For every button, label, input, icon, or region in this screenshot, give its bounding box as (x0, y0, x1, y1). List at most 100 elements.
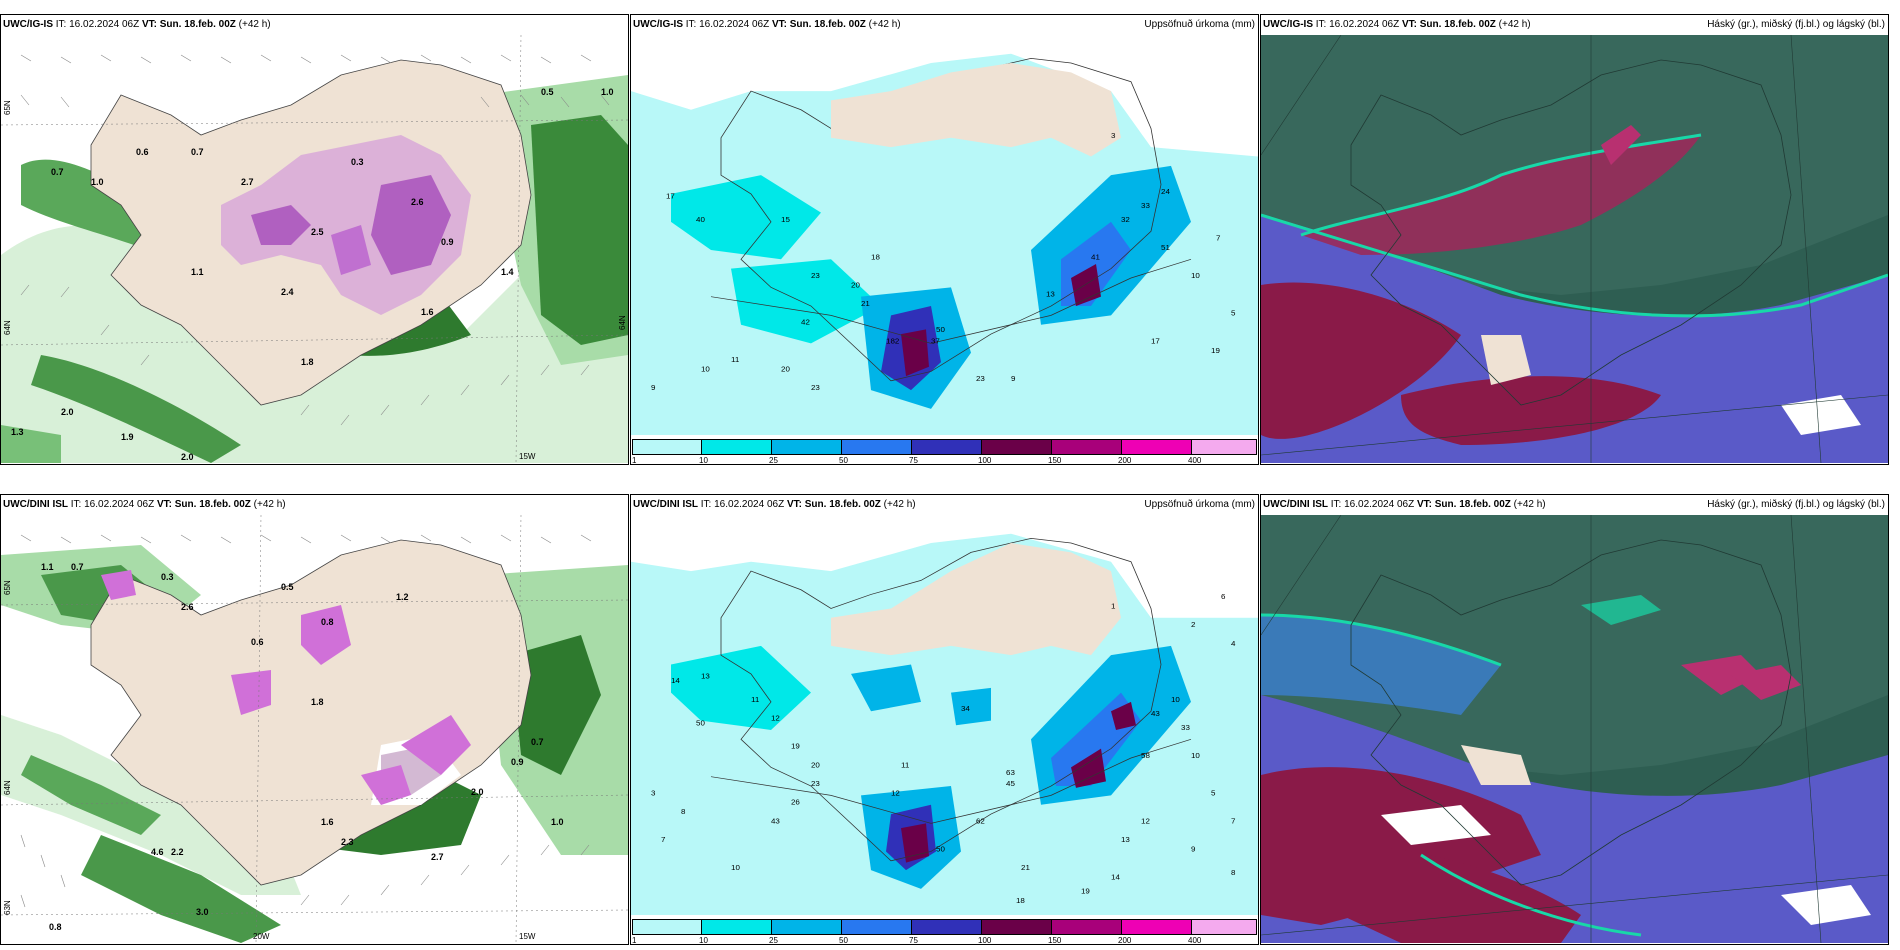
value-label: 23 (976, 374, 985, 383)
value-label: 50 (936, 325, 945, 334)
value-label: 9 (1011, 374, 1015, 383)
lat-label: 65N (3, 580, 12, 595)
value-label: 40 (696, 215, 705, 224)
value-label: 1.1 (191, 267, 204, 277)
value-label: 0.3 (351, 157, 364, 167)
lon-label: 15W (519, 452, 536, 461)
value-label: 6 (1221, 592, 1225, 601)
value-label: 1.4 (501, 267, 514, 277)
value-label: 20 (851, 281, 860, 290)
value-label: 2.7 (241, 177, 254, 187)
accumulated-precip-map: 14 13 11 12 19 50 20 23 26 43 12 11 34 4… (631, 515, 1258, 915)
panel-header: UWC/IG-IS IT: 16.02.2024 06Z VT: Sun. 18… (631, 15, 1258, 35)
lat-label: 64N (618, 315, 627, 330)
value-label: 12 (891, 789, 900, 798)
value-label: 15 (781, 215, 790, 224)
value-label: 32 (1121, 215, 1130, 224)
lon-label: 15W (519, 932, 536, 941)
value-label: 19 (791, 742, 800, 751)
value-label: 17 (1151, 337, 1160, 346)
value-label: 33 (1141, 201, 1150, 210)
value-label: 24 (1161, 187, 1171, 196)
value-label: 21 (1021, 863, 1030, 872)
value-label: 2.7 (431, 852, 444, 862)
value-label: 10 (1191, 271, 1200, 280)
value-label: 23 (811, 779, 820, 788)
value-label: 10 (1191, 751, 1200, 760)
colorbar-swatch (632, 919, 702, 935)
lat-label: 64N (3, 320, 12, 335)
value-label: 1.1 (41, 562, 54, 572)
panel-accum-precip-dini: UWC/DINI ISL IT: 16.02.2024 06Z VT: Sun.… (630, 494, 1259, 945)
value-label: 50 (936, 845, 945, 854)
colorbar-label: 10 (699, 936, 708, 945)
value-label: 26 (791, 798, 800, 807)
value-label: 11 (901, 761, 909, 770)
value-label: 2.6 (411, 197, 424, 207)
value-label: 2.4 (281, 287, 294, 297)
colorbar-label: 150 (1048, 456, 1062, 465)
colorbar-label: 50 (839, 936, 848, 945)
value-label: 0.5 (281, 582, 294, 592)
colorbar-label: 100 (978, 936, 992, 945)
value-label: 0.3 (161, 572, 174, 582)
value-label: 1.8 (311, 697, 324, 707)
panel-header: UWC/DINI ISL IT: 16.02.2024 06Z VT: Sun.… (1261, 495, 1888, 515)
colorbar-label: 75 (909, 456, 918, 465)
value-label: 0.7 (531, 737, 544, 747)
value-label: 20 (811, 761, 820, 770)
value-label: 14 (1111, 873, 1121, 882)
value-label: 0.7 (51, 167, 64, 177)
colorbar-label: 50 (839, 456, 848, 465)
value-label: 18 (871, 253, 880, 262)
value-label: 7 (1216, 234, 1220, 243)
colorbar-swatch (1121, 439, 1192, 455)
value-label: 0.5 (541, 87, 554, 97)
value-label: 11 (731, 355, 739, 364)
panel-header: UWC/IG-IS IT: 16.02.2024 06Z VT: Sun. 18… (1261, 15, 1888, 35)
value-label: 12 (771, 714, 780, 723)
value-label: 50 (696, 719, 705, 728)
value-label: 1.6 (321, 817, 334, 827)
panel-accum-precip-igis: UWC/IG-IS IT: 16.02.2024 06Z VT: Sun. 18… (630, 14, 1259, 465)
colorbar: 1 10 25 50 75 100 150 200 400 (632, 919, 1257, 945)
value-label: 13 (701, 672, 710, 681)
value-label: 0.9 (511, 757, 524, 767)
value-label: 1 (1111, 602, 1115, 611)
value-label: 13 (1046, 290, 1055, 299)
colorbar-label: 200 (1118, 936, 1132, 945)
colorbar-swatch (1051, 439, 1122, 455)
value-label: 2.0 (61, 407, 74, 417)
colorbar-swatch (701, 919, 772, 935)
value-label: 51 (1161, 243, 1170, 252)
value-label: 1.2 (396, 592, 409, 602)
colorbar-label: 75 (909, 936, 918, 945)
value-label: 8 (1231, 868, 1235, 877)
colorbar-swatch (1191, 919, 1257, 935)
value-label: 19 (1081, 887, 1090, 896)
value-label: 10 (731, 863, 740, 872)
value-label: 2.2 (171, 847, 184, 857)
panel-wind-precip-igis: UWC/IG-IS IT: 16.02.2024 06Z VT: Sun. 18… (0, 14, 629, 465)
cloud-cover-map (1261, 35, 1888, 463)
value-label: 1.6 (421, 307, 434, 317)
cloud-cover-map (1261, 515, 1888, 943)
value-label: 2.6 (181, 602, 194, 612)
value-label: 10 (1171, 695, 1180, 704)
colorbar-swatch (632, 439, 702, 455)
value-label: 2 (1191, 620, 1195, 629)
value-label: 0.8 (49, 922, 62, 932)
precip-rate-map: 1.1 0.7 0.3 2.6 0.5 0.6 0.8 1.2 0.9 2.0 … (1, 515, 628, 943)
value-label: 0.6 (136, 147, 149, 157)
value-label: 1.3 (11, 427, 24, 437)
value-label: 42 (801, 318, 810, 327)
colorbar-swatch (701, 439, 772, 455)
value-label: 0.7 (71, 562, 84, 572)
value-label: 41 (1091, 253, 1100, 262)
value-label: 0.7 (191, 147, 204, 157)
value-label: 1.0 (91, 177, 104, 187)
value-label: 182 (886, 337, 899, 346)
lon-label: 20W (253, 932, 270, 941)
colorbar-swatch (1051, 919, 1122, 935)
colorbar-label: 25 (769, 936, 778, 945)
